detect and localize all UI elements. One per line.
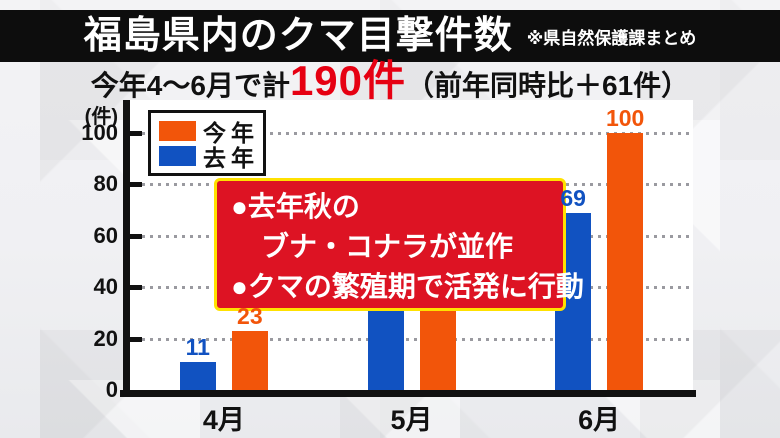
y-tick-label-60: 60 [93, 222, 118, 248]
bar-今年-4月 [231, 330, 268, 390]
last-year-swatch [159, 145, 196, 166]
subtitle-suffix: （前年同時比＋61件） [406, 70, 690, 101]
y-tick-100 [130, 131, 142, 136]
y-tick-20 [130, 336, 142, 342]
y-axis-line [123, 100, 130, 397]
title-bar: 福島県内のクマ目撃件数 ※県自然保護課まとめ [0, 10, 780, 62]
subtitle: 今年4～6月で計 190件 （前年同時比＋61件） [0, 60, 780, 102]
subtitle-prefix: 今年4～6月で計 [90, 70, 290, 101]
y-tick-60 [130, 233, 142, 239]
x-axis-baseline [120, 390, 696, 397]
legend-label-last-year: 去年 [203, 144, 259, 171]
y-tick-80 [130, 182, 142, 188]
legend-item-last-year: 去年 [159, 143, 255, 171]
bar-去年-4月 [179, 361, 216, 390]
callout-box: ●去年秋の ブナ・コナラが並作 ●クマの繁殖期で活発に行動 [214, 178, 584, 311]
y-tick-label-40: 40 [93, 274, 118, 300]
callout-line-3: ●クマの繁殖期で活発に行動 [231, 271, 584, 302]
y-tick-label-0: 0 [105, 377, 118, 402]
y-tick-label-100: 100 [81, 120, 118, 145]
this-year-swatch [159, 120, 196, 141]
chart-legend: 今年 去年 [148, 110, 266, 176]
callout-line-1: ●去年秋の [231, 191, 360, 222]
x-axis-label-5月: 5月 [390, 405, 433, 435]
callout-line-2: ブナ・コナラが並作 [261, 231, 514, 262]
y-tick-label-20: 20 [93, 325, 118, 351]
subtitle-highlight: 190件 [289, 57, 407, 104]
x-axis-label-6月: 6月 [578, 405, 621, 435]
x-axis-label-4月: 4月 [202, 405, 245, 435]
source-note: ※県自然保護課まとめ [526, 29, 697, 48]
y-tick-label-80: 80 [93, 171, 118, 197]
page-title: 福島県内のクマ目撃件数 [83, 15, 513, 57]
y-tick-40 [130, 285, 142, 291]
bar-今年-6月 [607, 133, 644, 390]
